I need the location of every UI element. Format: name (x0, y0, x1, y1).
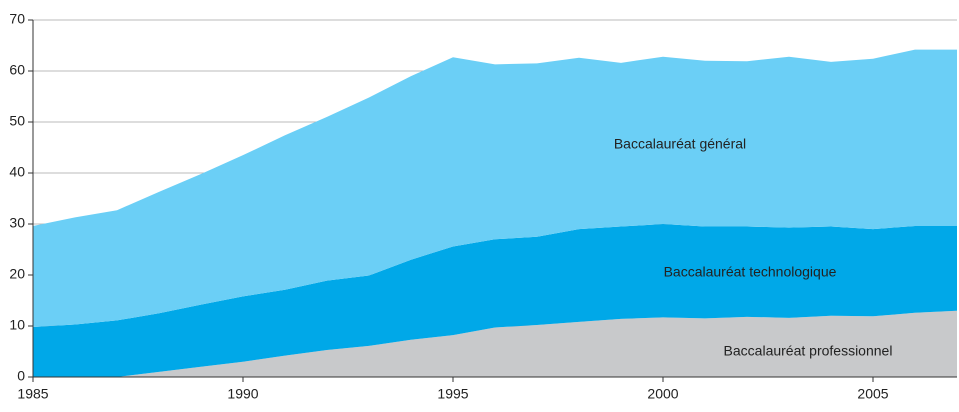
x-tick-label: 2000 (647, 386, 678, 402)
x-tick-label: 1985 (17, 386, 48, 402)
x-tick-label: 2005 (857, 386, 888, 402)
y-tick-label: 70 (9, 11, 25, 27)
area (33, 224, 957, 377)
x-tick-label: 1990 (227, 386, 258, 402)
series-label: Baccalauréat professionnel (724, 343, 893, 359)
y-tick-label: 40 (9, 164, 25, 180)
series-label: Baccalauréat technologique (664, 264, 837, 280)
y-tick-label: 0 (17, 368, 25, 384)
y-tick-label: 50 (9, 113, 25, 129)
y-tick-label: 20 (9, 266, 25, 282)
series-label: Baccalauréat général (614, 136, 746, 152)
area (33, 310, 957, 377)
x-tick-label: 1995 (437, 386, 468, 402)
y-tick-label: 10 (9, 317, 25, 333)
y-tick-label: 30 (9, 215, 25, 231)
y-tick-label: 60 (9, 62, 25, 78)
area (33, 49, 957, 328)
